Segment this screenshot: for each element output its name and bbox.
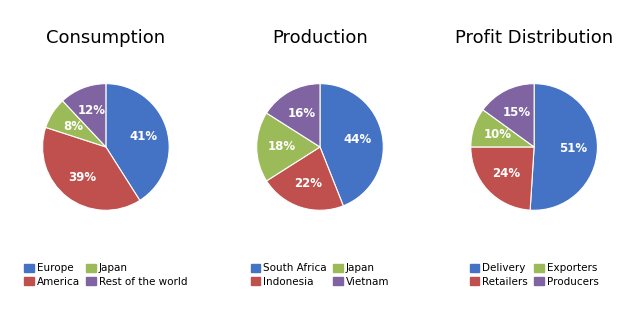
Text: 12%: 12% <box>77 105 106 118</box>
Text: 15%: 15% <box>502 106 531 119</box>
Wedge shape <box>106 84 169 200</box>
Text: 51%: 51% <box>559 142 587 155</box>
Text: 8%: 8% <box>63 120 83 133</box>
Text: 44%: 44% <box>344 133 372 146</box>
Title: Consumption: Consumption <box>46 29 166 47</box>
Text: 16%: 16% <box>287 107 316 120</box>
Title: Profit Distribution: Profit Distribution <box>455 29 613 47</box>
Text: 41%: 41% <box>129 130 157 143</box>
Wedge shape <box>320 84 383 206</box>
Legend: Europe, America, Japan, Rest of the world: Europe, America, Japan, Rest of the worl… <box>20 259 191 291</box>
Wedge shape <box>43 127 140 210</box>
Text: 22%: 22% <box>294 177 322 190</box>
Title: Production: Production <box>272 29 368 47</box>
Wedge shape <box>483 84 534 147</box>
Legend: Delivery, Retailers, Exporters, Producers: Delivery, Retailers, Exporters, Producer… <box>465 259 603 291</box>
Wedge shape <box>266 84 320 147</box>
Text: 10%: 10% <box>483 129 511 142</box>
Legend: South Africa, Indonesia, Japan, Vietnam: South Africa, Indonesia, Japan, Vietnam <box>246 259 394 291</box>
Wedge shape <box>45 101 106 147</box>
Wedge shape <box>471 147 534 210</box>
Text: 39%: 39% <box>68 171 96 184</box>
Text: 24%: 24% <box>492 167 520 180</box>
Wedge shape <box>266 147 343 210</box>
Wedge shape <box>257 113 320 181</box>
Wedge shape <box>530 84 597 210</box>
Wedge shape <box>63 84 106 147</box>
Text: 18%: 18% <box>268 141 295 153</box>
Wedge shape <box>471 110 534 147</box>
